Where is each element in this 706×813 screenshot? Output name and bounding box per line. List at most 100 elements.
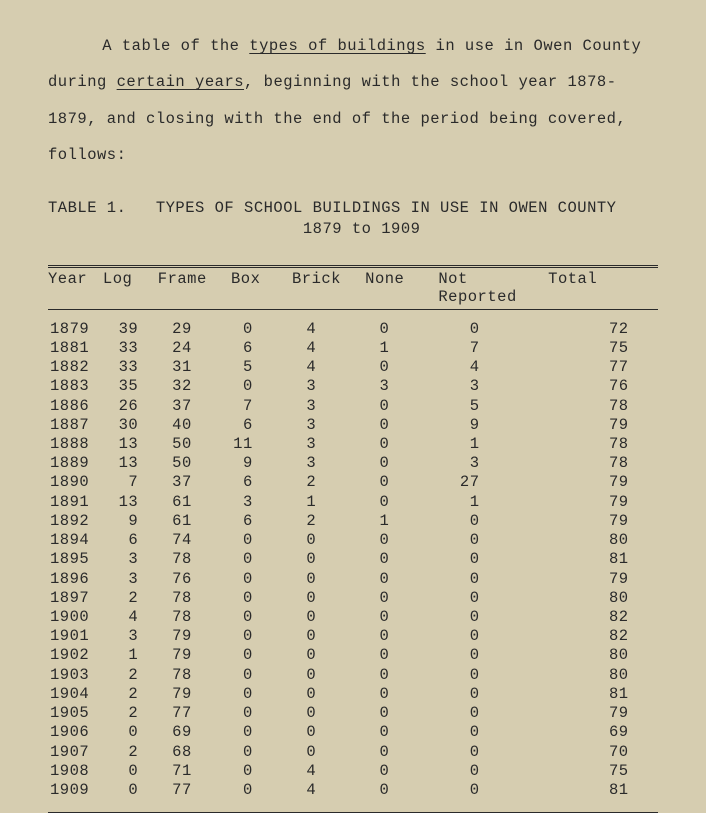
table-cell: 76 [158, 570, 231, 589]
table-cell: 9 [438, 416, 548, 435]
table-cell: 0 [231, 550, 292, 569]
table-row: 18907 37 6 2 0 27 79 [48, 473, 658, 492]
table-cell: 0 [438, 320, 548, 339]
table-cell: 82 [548, 608, 658, 627]
table-cell: 0 [365, 627, 438, 646]
table-cell: 0 [231, 320, 292, 339]
table-cell: 0 [365, 454, 438, 473]
table-cell: 0 [365, 493, 438, 512]
table-header: YearLogFrameBoxBrickNoneNotReportedTotal [48, 267, 658, 310]
table-cell: 75 [548, 762, 658, 781]
table-cell: 79 [158, 685, 231, 704]
table-row: 18929 61 6 2 1 0 79 [48, 512, 658, 531]
table-body: 187939 29 0 4 0 0 72 188133 24 6 4 1 7 7… [48, 309, 658, 800]
table-cell: 0 [231, 723, 292, 742]
column-header: Box [231, 268, 292, 309]
table-cell: 0 [365, 762, 438, 781]
table-cell: 3 [103, 627, 158, 646]
table-cell: 5 [231, 358, 292, 377]
table-cell: 0 [292, 589, 365, 608]
table-row: 188335 32 0 3 3 3 76 [48, 377, 658, 396]
table-cell: 0 [438, 570, 548, 589]
table-cell: 7 [231, 397, 292, 416]
table-cell: 1 [292, 493, 365, 512]
table-cell: 0 [292, 723, 365, 742]
table-cell: 39 [103, 320, 158, 339]
table-cell: 77 [158, 781, 231, 800]
table-cell: 6 [103, 531, 158, 550]
table-cell: 0 [365, 704, 438, 723]
table-cell: 0 [231, 627, 292, 646]
table-row: 19080 71 0 4 0 0 75 [48, 762, 658, 781]
table-cell: 4 [438, 358, 548, 377]
table-cell: 3 [103, 550, 158, 569]
table-cell: 81 [548, 685, 658, 704]
table-cell: 4 [292, 762, 365, 781]
table-cell: 29 [158, 320, 231, 339]
table-cell: 3 [292, 435, 365, 454]
table-cell: 1887 [48, 416, 103, 435]
table-cell: 3 [292, 454, 365, 473]
table-cell: 4 [292, 339, 365, 358]
table-cell: 24 [158, 339, 231, 358]
column-header: None [365, 268, 438, 309]
table-cell: 0 [365, 685, 438, 704]
table-cell: 79 [158, 646, 231, 665]
table-cell: 2 [103, 685, 158, 704]
table-row: 188813 50 11 3 0 1 78 [48, 435, 658, 454]
column-header: NotReported [438, 268, 548, 309]
table-row: 19032 78 0 0 0 0 80 [48, 666, 658, 685]
table-cell: 0 [438, 685, 548, 704]
table-row: 19004 78 0 0 0 0 82 [48, 608, 658, 627]
table-cell: 75 [548, 339, 658, 358]
table-cell: 1881 [48, 339, 103, 358]
table-cell: 0 [438, 512, 548, 531]
table-cell: 1890 [48, 473, 103, 492]
table-cell: 0 [231, 743, 292, 762]
table-cell: 1897 [48, 589, 103, 608]
table-cell: 74 [158, 531, 231, 550]
table-cell: 31 [158, 358, 231, 377]
table-cell: 3 [103, 570, 158, 589]
table-cell: 1894 [48, 531, 103, 550]
table-cell: 1908 [48, 762, 103, 781]
table-cell: 0 [292, 627, 365, 646]
table-cell: 6 [231, 339, 292, 358]
table-row: 188133 24 6 4 1 7 75 [48, 339, 658, 358]
table-cell: 0 [438, 627, 548, 646]
table-cell: 0 [365, 608, 438, 627]
table-cell: 0 [438, 743, 548, 762]
table-cell: 1889 [48, 454, 103, 473]
table-cell: 30 [103, 416, 158, 435]
table-cell: 0 [292, 666, 365, 685]
table-cell: 0 [365, 666, 438, 685]
table-cell: 1901 [48, 627, 103, 646]
intro-paragraph: A table of the types of buildings in use… [48, 28, 658, 174]
table-cell: 6 [231, 512, 292, 531]
table-cell: 1907 [48, 743, 103, 762]
table-cell: 33 [103, 339, 158, 358]
table-cell: 1909 [48, 781, 103, 800]
table-cell: 0 [438, 704, 548, 723]
table-cell: 80 [548, 646, 658, 665]
table-cell: 1892 [48, 512, 103, 531]
table-cell: 0 [438, 550, 548, 569]
table-cell: 77 [548, 358, 658, 377]
table-cell: 27 [438, 473, 548, 492]
table-cell: 2 [103, 743, 158, 762]
table-cell: 78 [158, 589, 231, 608]
table-cell: 78 [548, 435, 658, 454]
table-cell: 78 [548, 454, 658, 473]
table-cell: 13 [103, 493, 158, 512]
table-cell: 1903 [48, 666, 103, 685]
table-row: 19090 77 0 4 0 0 81 [48, 781, 658, 800]
table-cell: 79 [548, 473, 658, 492]
table-cell: 76 [548, 377, 658, 396]
table-cell: 1895 [48, 550, 103, 569]
table-cell: 0 [292, 743, 365, 762]
table-row: 187939 29 0 4 0 0 72 [48, 320, 658, 339]
table-cell: 0 [438, 646, 548, 665]
table-cell: 82 [548, 627, 658, 646]
table-cell: 0 [365, 723, 438, 742]
table-cell: 1900 [48, 608, 103, 627]
